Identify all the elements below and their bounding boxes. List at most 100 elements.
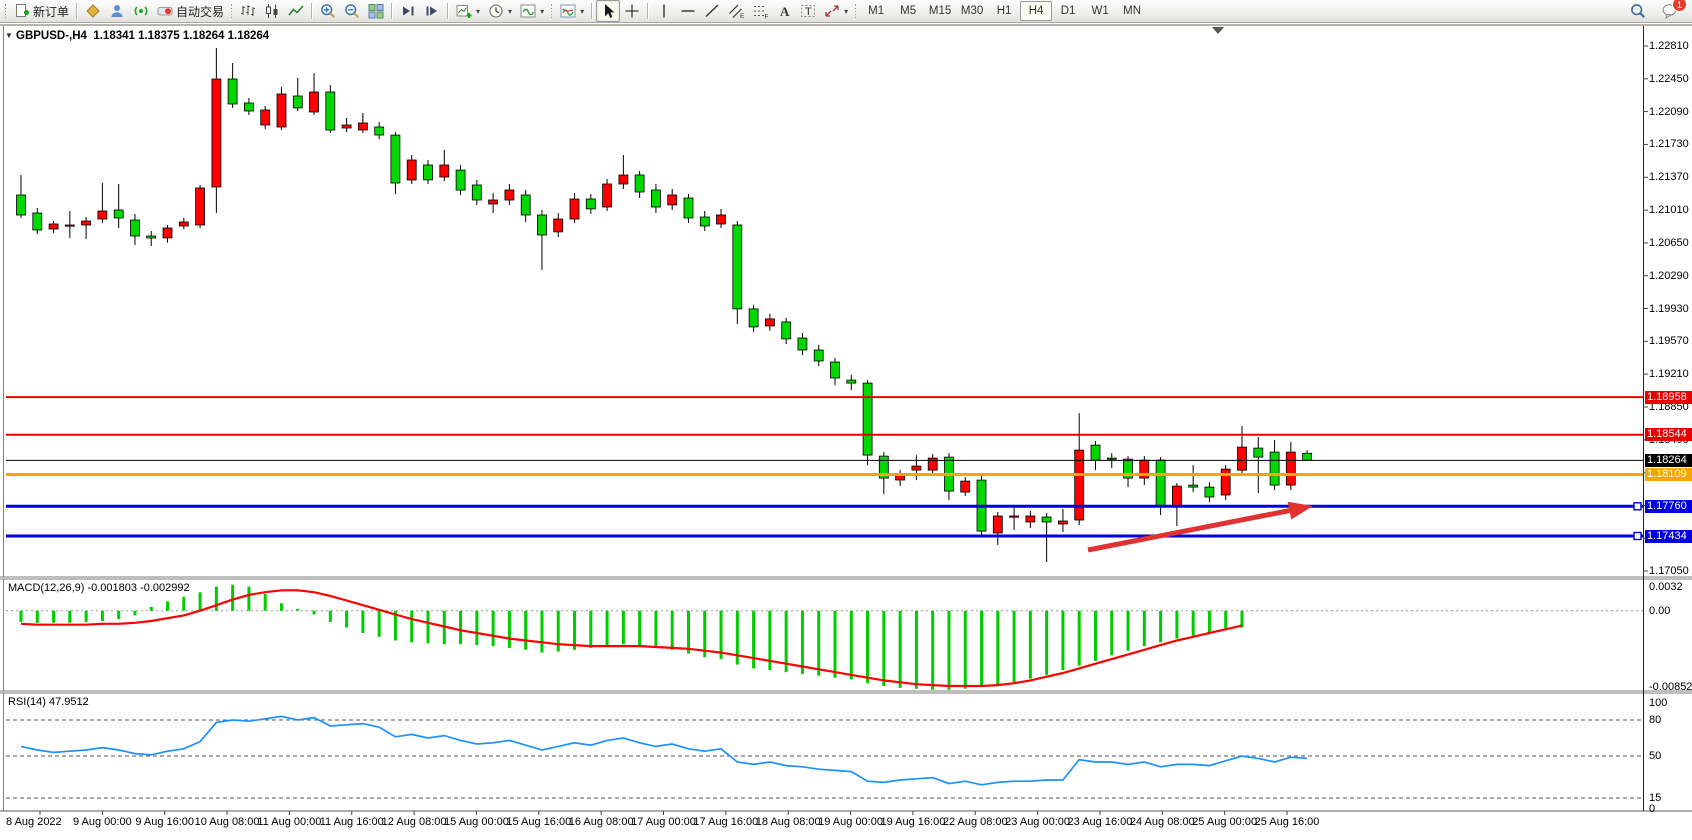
cursor-icon: [605, 4, 615, 18]
community-button[interactable]: [105, 0, 129, 22]
rsi-axis-label: 100: [1649, 697, 1668, 709]
dropdown-caret-icon[interactable]: ▾: [580, 6, 585, 16]
time-label: 17 Aug 00:00: [631, 816, 696, 828]
gold-diamond-icon: [86, 4, 100, 18]
candlestick-chart-button[interactable]: [260, 0, 284, 22]
time-label: 23 Aug 00:00: [1005, 816, 1071, 828]
time-label: 18 Aug 08:00: [755, 816, 821, 828]
bar-chart-button[interactable]: [236, 0, 260, 22]
timeframe-m1-button[interactable]: M1: [868, 5, 885, 17]
metaeditor-button[interactable]: [81, 0, 105, 22]
timeframe-mn-button[interactable]: MN: [1123, 5, 1142, 17]
zoom-out-button[interactable]: [340, 0, 364, 22]
macd-axis-label: 0.00: [1649, 604, 1671, 617]
price-tick-label: 1.20650: [1649, 236, 1689, 249]
vertical-line-button[interactable]: [652, 0, 676, 22]
price-badge: 1.18109: [1645, 467, 1692, 481]
time-label: 17 Aug 16:00: [693, 816, 759, 828]
chart-menu-caret-icon[interactable]: ▼: [5, 31, 13, 40]
price-badge: 1.18264: [1645, 453, 1692, 467]
autotrading-button[interactable]: 自动交易: [153, 0, 228, 22]
line-chart-button[interactable]: [284, 0, 308, 22]
channel-button[interactable]: E: [724, 0, 748, 22]
auto-red-icon: [157, 7, 173, 16]
fibonacci-button[interactable]: F: [748, 0, 772, 22]
dropdown-caret-icon[interactable]: ▾: [844, 6, 849, 16]
templates-button[interactable]: ▾: [516, 0, 548, 22]
time-label: 23 Aug 16:00: [1067, 816, 1133, 828]
chart-shift-button[interactable]: [420, 0, 444, 22]
time-label: 10 Aug 08:00: [194, 816, 260, 828]
timeframe-m30-button[interactable]: M30: [960, 5, 984, 17]
time-label: 15 Aug 00:00: [444, 816, 509, 828]
toolbar-grip[interactable]: [550, 3, 555, 19]
time-label: 11 Aug 16:00: [319, 816, 384, 828]
price-tick-label: 1.22090: [1649, 105, 1689, 118]
time-label: 8 Aug 2022: [6, 816, 62, 828]
rsi-layer: [6, 715, 1643, 799]
chart-shift-marker-icon[interactable]: [1212, 27, 1224, 34]
dropdown-caret-icon[interactable]: ▾: [540, 6, 545, 16]
notifications-button[interactable]: 1: [1658, 0, 1687, 22]
price-tick-label: 1.19570: [1649, 335, 1689, 348]
signals-button[interactable]: [129, 0, 153, 22]
vline-icon: [663, 4, 665, 18]
dropdown-caret-icon[interactable]: ▾: [476, 6, 481, 16]
price-tick-label: 1.21370: [1649, 171, 1689, 184]
arrows-button[interactable]: ▾: [820, 0, 852, 22]
timeframe-w1-button[interactable]: W1: [1091, 5, 1109, 17]
time-label: 19 Aug 00:00: [818, 816, 883, 828]
chart-canvas[interactable]: [0, 24, 1692, 840]
macd-axis-label: -0.008529: [1649, 681, 1692, 693]
new-order-button[interactable]: 新订单: [10, 0, 73, 22]
chart-window: ▼ GBPUSD-,H4 1.18341 1.18375 1.18264 1.1…: [0, 24, 1692, 834]
time-label: 11 Aug 00:00: [257, 816, 322, 828]
price-tick-label: 1.21010: [1649, 204, 1689, 217]
toolbar-grip[interactable]: [854, 3, 859, 19]
dropdown-caret-icon[interactable]: ▾: [508, 6, 513, 16]
hline-icon: [681, 10, 695, 12]
horizontal-line-button[interactable]: [676, 0, 700, 22]
toolbar-separator: [591, 3, 594, 19]
indicators-button[interactable]: ▾: [556, 0, 588, 22]
timeframe-h4-button[interactable]: H4: [1020, 1, 1053, 21]
main-toolbar: 新订单 自动交易 ▾ ▾ ▾ ▾ E F A T ▾ M1 M5 M15 M30 H1 H4 D1 W1 MN 1: [0, 0, 1692, 23]
price-tick-label: 1.18850: [1649, 400, 1689, 413]
new-chart-button[interactable]: ▾: [452, 0, 484, 22]
auto-scroll-button[interactable]: [396, 0, 420, 22]
search-icon: [1631, 4, 1645, 18]
search-button[interactable]: [1626, 0, 1650, 22]
arrows-icon: [825, 5, 839, 17]
doc-plus-icon: [16, 4, 29, 17]
periods-button[interactable]: ▾: [484, 0, 516, 22]
timeframe-h1-button[interactable]: H1: [996, 5, 1012, 17]
chart-symbol-period: GBPUSD-,H4: [16, 30, 87, 42]
clock-icon: [489, 4, 503, 18]
cursor-button[interactable]: [596, 0, 621, 22]
time-label: 9 Aug 16:00: [135, 816, 195, 828]
toolbar-grip[interactable]: [230, 3, 235, 19]
toolbar-grip[interactable]: [4, 3, 8, 19]
candles-layer: [16, 48, 1312, 562]
hline-handle[interactable]: [1633, 502, 1642, 511]
timeframe-m15-button[interactable]: M15: [928, 5, 952, 17]
tile-windows-button[interactable]: [364, 0, 388, 22]
time-label: 12 Aug 08:00: [381, 816, 447, 828]
trendline-button[interactable]: [700, 0, 724, 22]
crosshair-button[interactable]: [620, 0, 644, 22]
zoom-in-button[interactable]: [316, 0, 340, 22]
price-tick-label: 1.20290: [1649, 269, 1689, 282]
tile-icon: [368, 4, 384, 19]
zoom-out-icon: [345, 4, 360, 18]
text-button[interactable]: A: [772, 0, 796, 22]
new-order-button-label: 新订单: [33, 4, 70, 19]
timeframe-m5-button[interactable]: M5: [900, 5, 917, 17]
label-button[interactable]: T: [796, 0, 820, 22]
hline-handle[interactable]: [1633, 531, 1642, 541]
timeframe-d1-button[interactable]: D1: [1060, 5, 1076, 17]
indicators-icon: [560, 4, 576, 18]
trend-arrow-annotation[interactable]: [1087, 501, 1313, 553]
price-tick-label: 1.21730: [1649, 138, 1689, 151]
candle-chart-icon: [266, 4, 278, 18]
